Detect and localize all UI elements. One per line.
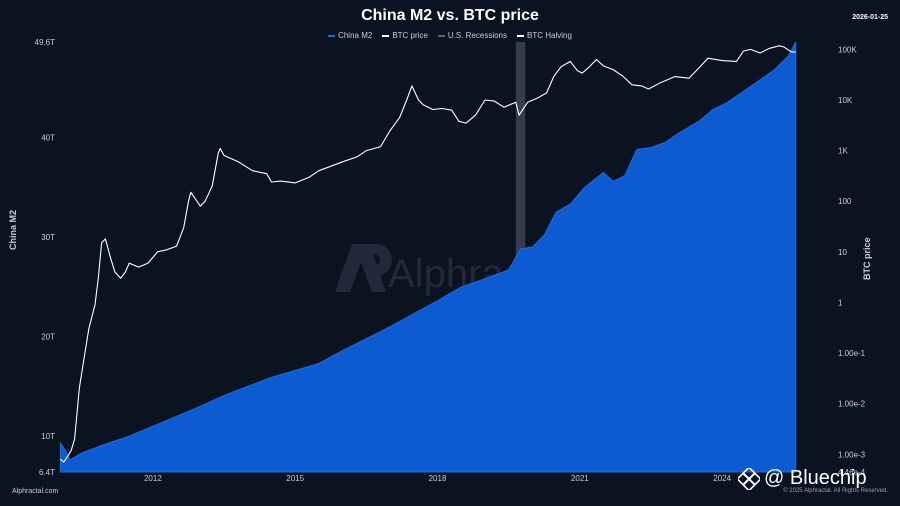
- left-tick-label: 40T: [41, 134, 55, 143]
- left-tick-label: 20T: [41, 333, 55, 342]
- china-m2-swatch-icon: [328, 34, 336, 37]
- date-stamp: 2026-01-25: [852, 14, 888, 21]
- x-tick-label: 2012: [144, 474, 162, 483]
- legend-label: BTC Halving: [527, 31, 572, 40]
- alphractal-logo-icon: [335, 244, 392, 292]
- right-tick-label: 1.00e-3: [838, 450, 866, 459]
- right-axis-title: BTC price: [862, 237, 872, 280]
- legend-item-btc-halving[interactable]: BTC Halving: [517, 31, 572, 40]
- legend-item-us-recessions[interactable]: U.S. Recessions: [437, 31, 508, 40]
- legend-label: U.S. Recessions: [447, 31, 508, 40]
- china-m2-series: [59, 41, 797, 473]
- legend-label: BTC price: [392, 31, 428, 40]
- right-axis: 4.46e-4 1.00e-3 1.00e-2 1.00e-1 1 10 100 1K 10K 1…: [838, 45, 866, 477]
- legend: China M2 BTC price U.S. Recessions BTC H…: [0, 31, 900, 40]
- halving-swatch-icon: [517, 34, 525, 37]
- right-tick-label: 100K: [838, 45, 857, 54]
- chart-title: China M2 vs. BTC price: [361, 7, 539, 24]
- right-tick-label: 1.00e-1: [838, 349, 866, 358]
- right-tick-label: 10: [838, 248, 847, 257]
- x-axis: 2012 2015 2018 2021 2024: [144, 474, 732, 483]
- right-tick-label: 100: [838, 197, 852, 206]
- bluechip-logo-icon: [738, 467, 760, 490]
- copyright-label: © 2025 Alphractal. All Rights Reserved.: [783, 488, 888, 494]
- x-tick-label: 2018: [429, 474, 447, 483]
- left-tick-label: 6.4T: [39, 468, 55, 477]
- x-tick-label: 2024: [713, 474, 731, 483]
- left-tick-label: 30T: [41, 233, 55, 242]
- btc-price-series: [60, 45, 796, 463]
- left-axis-title: China M2: [8, 209, 18, 250]
- right-tick-label: 1K: [838, 147, 848, 156]
- right-tick-label: 1: [838, 298, 843, 307]
- brand-text: @ Bluechip: [764, 467, 867, 489]
- right-tick-label: 1.00e-2: [838, 400, 866, 409]
- china-m2-area: [59, 41, 797, 473]
- recession-swatch-icon: [437, 34, 445, 37]
- legend-label: China M2: [338, 31, 373, 40]
- x-tick-label: 2015: [286, 474, 304, 483]
- source-label[interactable]: Alphractal.com: [12, 488, 59, 495]
- btc-price-swatch-icon: [382, 34, 390, 37]
- right-tick-label: 4.46e-4: [838, 468, 866, 477]
- left-axis: 6.4T 10T 20T 30T 40T 49.6T: [35, 38, 56, 477]
- legend-item-china-m2[interactable]: China M2: [328, 31, 372, 40]
- left-tick-label: 10T: [41, 432, 55, 441]
- legend-item-btc-price[interactable]: BTC price: [382, 31, 428, 40]
- brand-badge: @ Bluechip: [738, 467, 867, 490]
- left-tick-label: 49.6T: [35, 38, 56, 47]
- right-tick-label: 10K: [838, 96, 853, 105]
- x-tick-label: 2021: [571, 474, 589, 483]
- btc-price-line: [60, 45, 796, 463]
